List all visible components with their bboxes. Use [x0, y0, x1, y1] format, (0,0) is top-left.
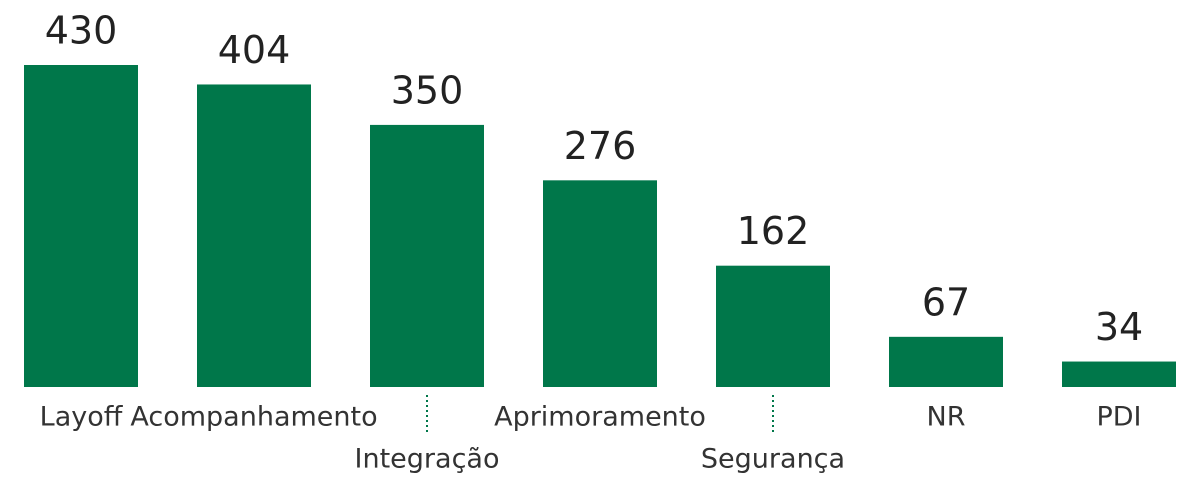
x-tick-label: NR [927, 402, 966, 433]
x-tick-label: Acompanhamento [130, 402, 377, 433]
x-tick-label: Integração [355, 444, 500, 475]
bar [889, 336, 1003, 387]
bar [1062, 361, 1176, 387]
value-label: 350 [391, 68, 464, 112]
bar [370, 124, 484, 387]
value-label: 430 [45, 9, 118, 53]
x-tick-label: PDI [1096, 402, 1141, 433]
value-label: 34 [1095, 305, 1143, 349]
x-tick-label: Layoff [40, 402, 124, 433]
bar [716, 265, 830, 387]
bar [197, 84, 311, 388]
bar [24, 65, 138, 387]
x-tick-label: Segurança [701, 444, 845, 475]
value-label: 162 [737, 209, 810, 253]
x-tick-label: Aprimoramento [494, 402, 706, 433]
value-label: 67 [922, 280, 970, 324]
value-label: 276 [564, 124, 637, 168]
value-label: 404 [218, 28, 291, 72]
bar [543, 180, 657, 387]
